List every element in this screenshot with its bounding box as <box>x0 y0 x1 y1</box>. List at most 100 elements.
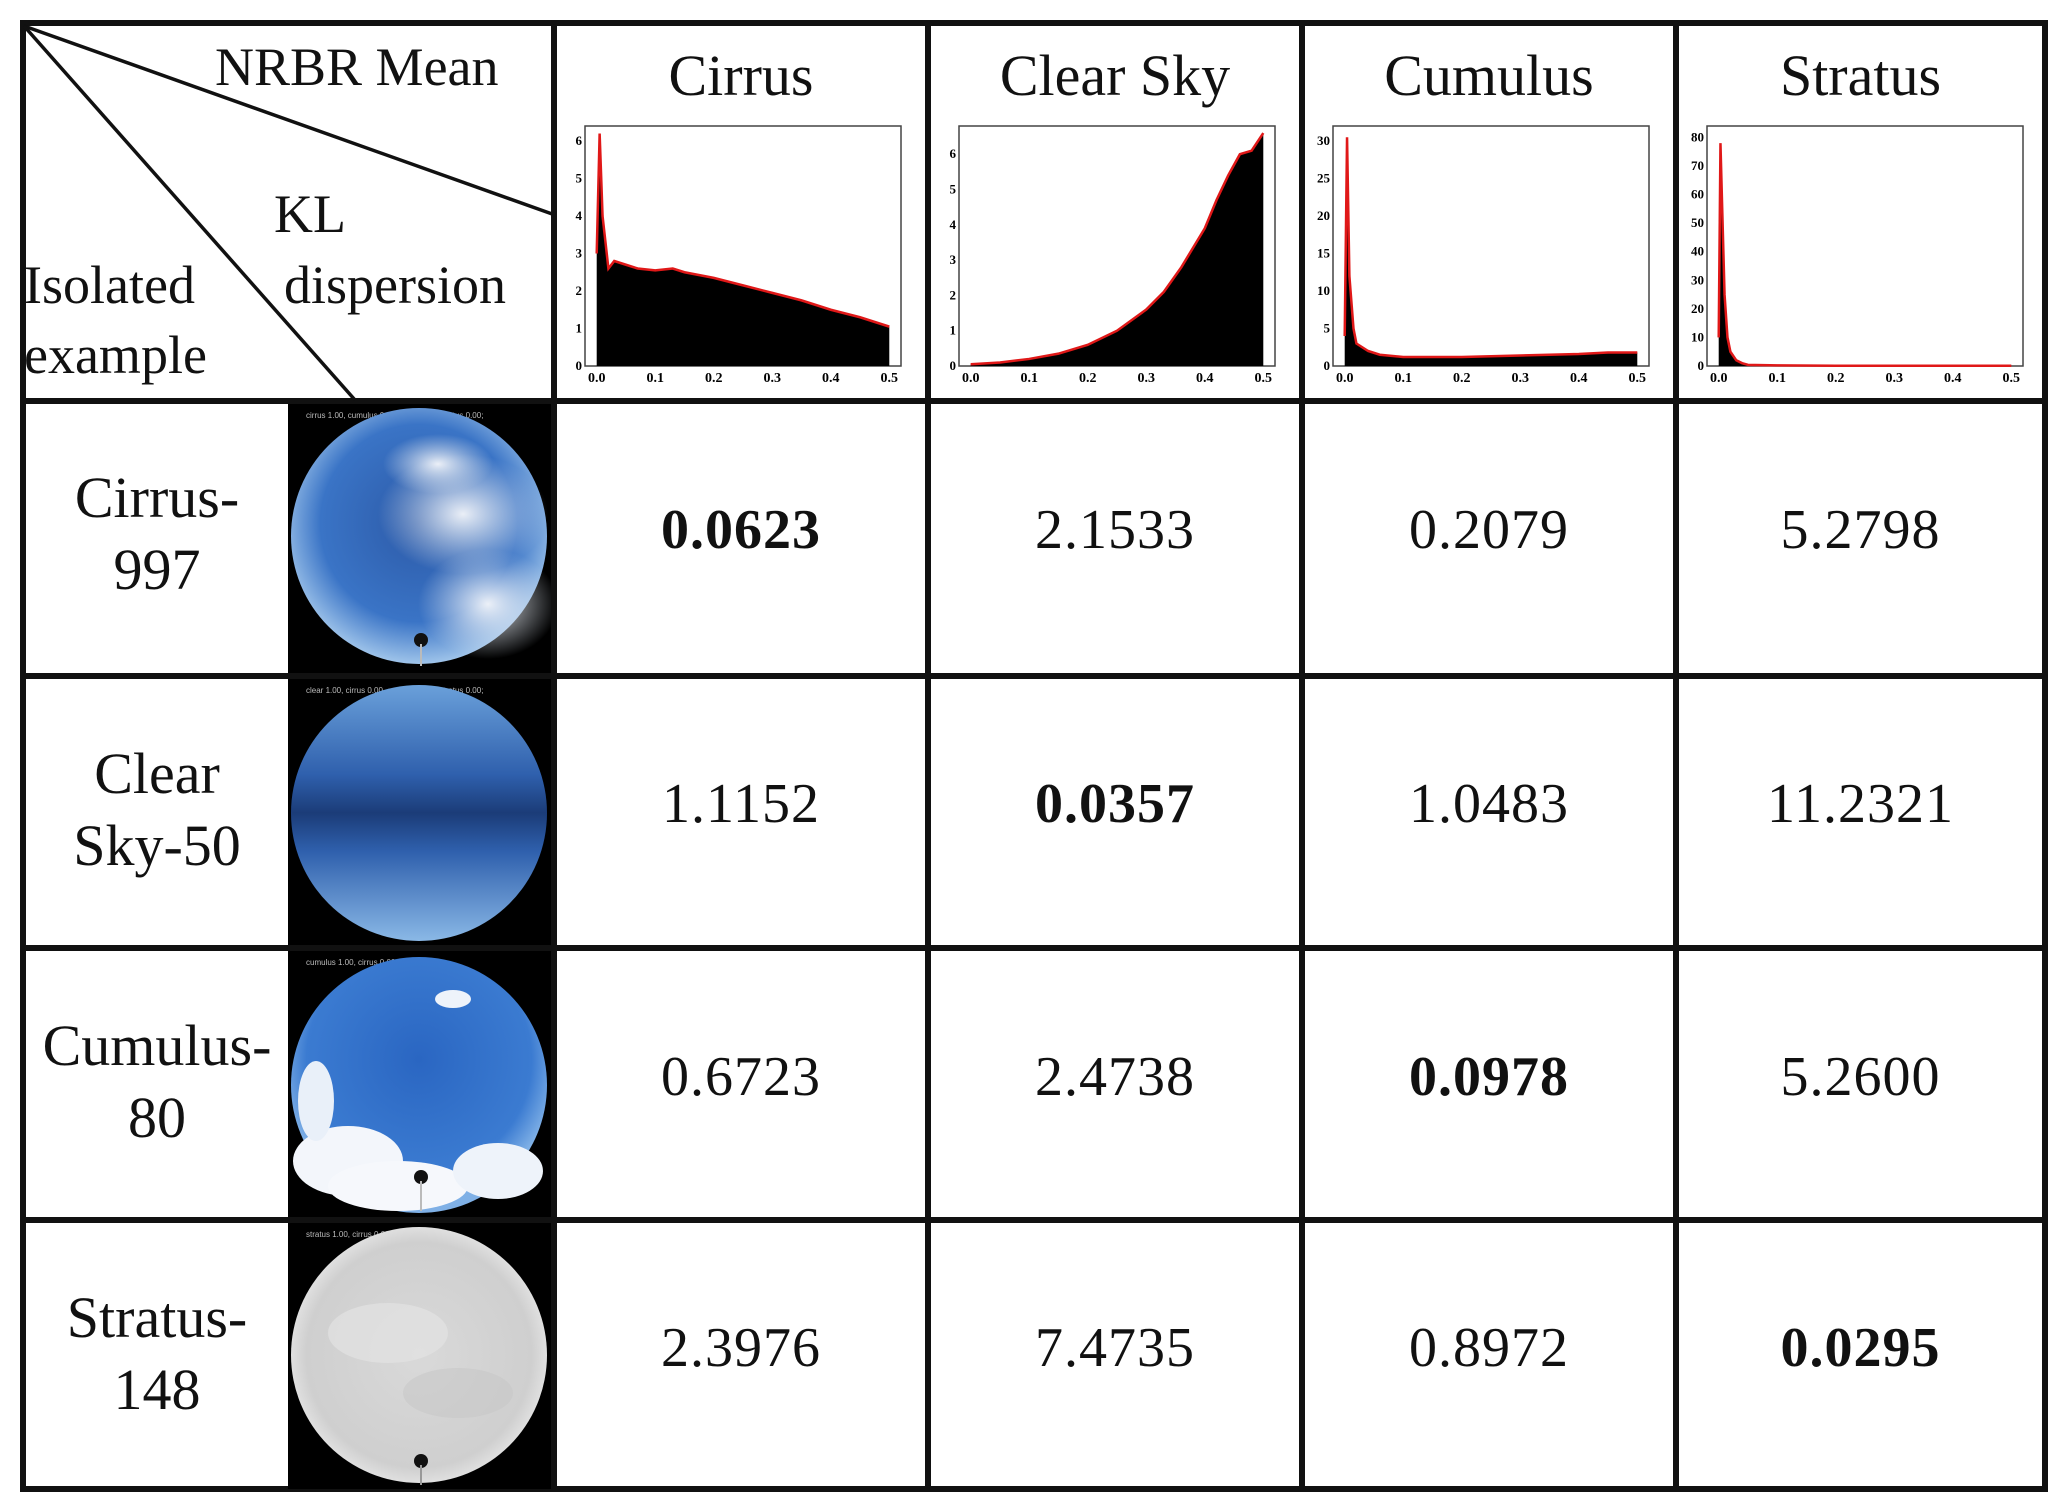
y-tick-label: 40 <box>1691 244 1704 259</box>
table-border-right <box>2042 20 2048 1492</box>
y-tick-label: 80 <box>1691 129 1704 144</box>
histogram-line <box>1717 143 2012 367</box>
y-tick-label: 0 <box>1324 358 1331 373</box>
y-tick-label: 70 <box>1691 158 1704 173</box>
histogram-line <box>595 133 890 328</box>
x-tick-label: 0.0 <box>1710 371 1728 386</box>
x-tick-label: 0.1 <box>1020 371 1037 386</box>
isolated-label: Isolated <box>24 255 195 315</box>
histogram-line <box>970 132 1265 366</box>
x-tick-label: 0.3 <box>1138 371 1156 386</box>
y-tick-label: 4 <box>950 217 957 232</box>
cell-cirrus-vs-cirrus: 0.0623 <box>661 499 821 561</box>
x-tick-label: 0.1 <box>1394 371 1412 386</box>
cumulus-sky-image: cumulus 1.00, cirrus 0.00, clear 0.00; <box>288 951 551 1217</box>
x-tick-label: 0.2 <box>705 371 723 386</box>
row-label-stratus: Stratus- 148 <box>26 1282 288 1426</box>
y-tick-label: 0 <box>950 358 957 373</box>
cell-cumulus-vs-clear-sky: 2.4738 <box>1035 1046 1195 1108</box>
plot-frame <box>1332 125 1650 367</box>
histogram-line <box>1343 137 1638 359</box>
y-tick-label: 6 <box>950 146 957 161</box>
y-tick-label: 20 <box>1317 208 1330 223</box>
table-border-bottom <box>20 1486 2048 1492</box>
column-header-cumulus: Cumulus <box>1384 43 1594 108</box>
dispersion-label: dispersion <box>284 255 506 315</box>
y-tick-label: 15 <box>1317 246 1331 261</box>
cell-cirrus-vs-clear-sky: 2.1533 <box>1035 499 1195 561</box>
y-tick-label: 5 <box>576 171 583 186</box>
cell-stratus-vs-stratus: 0.0295 <box>1780 1317 1941 1379</box>
plot-frame <box>1706 125 2024 367</box>
x-tick-label: 0.5 <box>1255 371 1273 386</box>
cell-cirrus-vs-cumulus: 0.2079 <box>1409 499 1569 561</box>
row-label-line: Cumulus- <box>42 1013 272 1078</box>
y-tick-label: 30 <box>1691 272 1704 287</box>
column-header-stratus: Stratus <box>1779 43 1942 108</box>
x-tick-label: 0.2 <box>1079 371 1097 386</box>
y-tick-label: 5 <box>1324 321 1331 336</box>
cell-clear-sky-vs-cirrus: 1.1152 <box>662 773 820 835</box>
cirrus-histogram: 0.0 0.1 0.2 0.3 0.4 0.5 0 1 2 3 4 5 6 <box>576 125 902 386</box>
kl-label: KL <box>274 184 346 244</box>
table-row-divider <box>20 1217 2048 1223</box>
cell-cumulus-vs-cumulus: 0.0978 <box>1409 1046 1569 1108</box>
row-label-cumulus: Cumulus- 80 <box>26 1010 288 1154</box>
cell-clear-sky-vs-stratus: 11.2321 <box>1767 773 1954 835</box>
histogram-area <box>970 133 1264 366</box>
x-tick-label: 0.1 <box>646 371 664 386</box>
example-label: example <box>24 325 207 385</box>
row-label-line: Stratus- <box>66 1285 248 1350</box>
x-tick-label: 0.2 <box>1453 371 1471 386</box>
cell-clear-sky-vs-cumulus: 1.0483 <box>1409 773 1569 835</box>
x-tick-label: 0.3 <box>764 371 782 386</box>
row-label-line: 148 <box>113 1357 201 1422</box>
x-tick-label: 0.5 <box>2003 371 2021 386</box>
histogram-area <box>596 133 890 366</box>
x-tick-label: 0.4 <box>1196 371 1214 386</box>
row-label-clear-sky: Clear Sky-50 <box>26 738 288 882</box>
x-tick-label: 0.0 <box>962 371 980 386</box>
row-label-cirrus: Cirrus- 997 <box>26 462 288 606</box>
svg-text:stratus 1.00, cirrus 0.00, cle: stratus 1.00, cirrus 0.00, clear 0.00; <box>306 1230 431 1239</box>
svg-text:cumulus 1.00, cirrus 0.00, cle: cumulus 1.00, cirrus 0.00, clear 0.00; <box>306 958 437 967</box>
y-tick-label: 4 <box>576 208 583 223</box>
y-tick-label: 20 <box>1691 301 1704 316</box>
y-tick-label: 3 <box>950 252 957 267</box>
cell-stratus-vs-cirrus: 2.3976 <box>661 1317 821 1379</box>
x-tick-label: 0.3 <box>1512 371 1530 386</box>
column-header-cirrus: Cirrus <box>668 43 814 108</box>
y-tick-label: 2 <box>576 283 583 298</box>
table-col-divider <box>551 20 557 1492</box>
x-tick-label: 0.4 <box>822 371 840 386</box>
x-tick-label: 0.2 <box>1827 371 1845 386</box>
cell-cumulus-vs-stratus: 5.2600 <box>1780 1046 1941 1108</box>
cell-clear-sky-vs-clear-sky: 0.0357 <box>1035 773 1195 835</box>
table-row-divider <box>20 398 2048 404</box>
row-label-line: 997 <box>113 537 201 602</box>
x-tick-label: 0.1 <box>1768 371 1786 386</box>
clear-sky-histogram: 0.0 0.1 0.2 0.3 0.4 0.5 0 1 2 3 4 5 6 <box>950 125 1276 386</box>
y-tick-label: 30 <box>1317 133 1330 148</box>
cell-stratus-vs-clear-sky: 7.4735 <box>1035 1317 1195 1379</box>
table-border-left <box>20 20 26 1492</box>
table-row-divider <box>20 673 2048 679</box>
corner-diagonals <box>22 24 556 402</box>
table-row-divider <box>20 945 2048 951</box>
x-tick-label: 0.5 <box>1629 371 1647 386</box>
y-tick-label: 50 <box>1691 215 1704 230</box>
row-label-line: Sky-50 <box>73 813 241 878</box>
clear-sky-image: clear 1.00, cirrus 0.00, cumulus 0.00, s… <box>288 679 551 945</box>
y-tick-label: 0 <box>1698 358 1705 373</box>
y-tick-label: 0 <box>576 358 583 373</box>
x-tick-label: 0.3 <box>1886 371 1904 386</box>
results-table: NRBR Mean KL dispersion Isolated example… <box>20 20 2048 1492</box>
x-tick-label: 0.0 <box>588 371 606 386</box>
cell-cumulus-vs-cirrus: 0.6723 <box>661 1046 821 1108</box>
cell-stratus-vs-cumulus: 0.8972 <box>1409 1317 1569 1379</box>
cell-cirrus-vs-stratus: 5.2798 <box>1780 499 1941 561</box>
table-col-divider <box>1673 20 1679 1492</box>
x-tick-label: 0.4 <box>1570 371 1588 386</box>
y-tick-label: 10 <box>1691 329 1704 344</box>
stratus-sky-image: stratus 1.00, cirrus 0.00, clear 0.00; <box>288 1223 551 1489</box>
